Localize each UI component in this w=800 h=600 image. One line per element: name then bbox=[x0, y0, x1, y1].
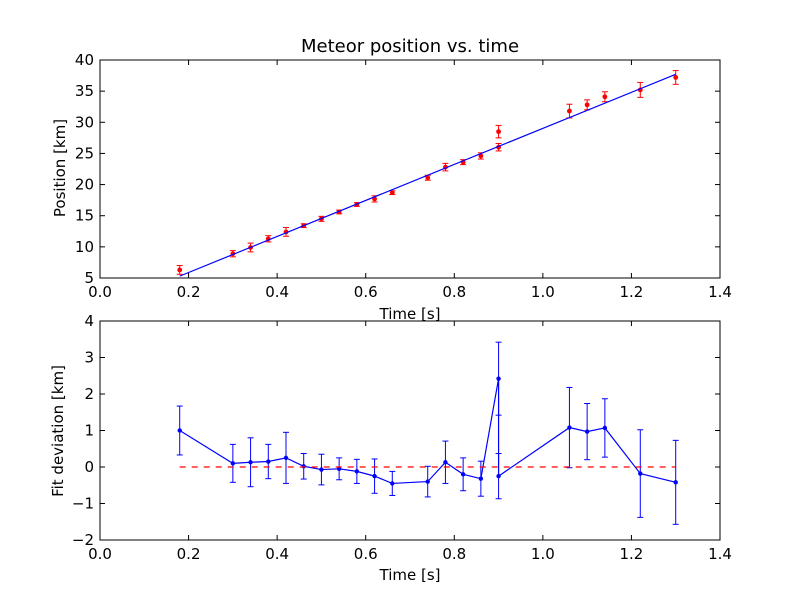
data-point bbox=[584, 429, 590, 434]
x-tick-label: 0.8 bbox=[442, 283, 466, 301]
y-tick-label: −2 bbox=[72, 531, 94, 549]
y-tick-label: 0 bbox=[84, 458, 94, 476]
data-point bbox=[567, 425, 572, 430]
deviation-chart: Time [s] Fit deviation [km] 0.0 0.2 0.4 0.6… bbox=[49, 312, 732, 584]
x-tick-label: 0.4 bbox=[265, 283, 289, 301]
data-point bbox=[390, 481, 395, 486]
data-point bbox=[496, 376, 501, 381]
position-chart: Meteor position vs. time Time [s] Positi… bbox=[51, 36, 732, 323]
y-tick-label: 10 bbox=[75, 238, 94, 256]
y-tick-label: 4 bbox=[84, 312, 94, 330]
data-point bbox=[266, 459, 271, 464]
fit-line bbox=[179, 73, 676, 277]
x-tick-label: 1.0 bbox=[531, 283, 555, 301]
data-point bbox=[230, 461, 236, 466]
data-point bbox=[425, 479, 430, 484]
data-point bbox=[248, 460, 253, 465]
data-point bbox=[319, 467, 324, 472]
y-tick-label: 15 bbox=[75, 207, 94, 225]
data-point bbox=[673, 75, 679, 80]
x-tick-label: 0.0 bbox=[88, 283, 112, 301]
data-point bbox=[336, 466, 342, 472]
x-tick-label: 0.4 bbox=[265, 545, 289, 563]
y-tick-label: 35 bbox=[75, 82, 94, 100]
data-point bbox=[496, 129, 501, 135]
data-point bbox=[443, 460, 448, 465]
data-point bbox=[584, 102, 590, 108]
y-tick-label: 1 bbox=[84, 422, 94, 440]
chart-title: Meteor position vs. time bbox=[301, 36, 519, 57]
data-point bbox=[372, 473, 377, 479]
deviation-line bbox=[179, 378, 676, 485]
data-point bbox=[638, 471, 643, 476]
y-tick-labels: −2 −1 0 1 2 3 4 bbox=[72, 312, 720, 549]
data-point bbox=[389, 190, 395, 196]
y-tick-label: 5 bbox=[84, 269, 94, 287]
y-tick-label: 20 bbox=[75, 176, 94, 194]
data-point bbox=[602, 94, 608, 100]
y-tick-label: 2 bbox=[84, 385, 94, 403]
data-point bbox=[602, 425, 608, 431]
x-tick-label: 0.8 bbox=[442, 545, 466, 563]
y-tick-label: 3 bbox=[84, 349, 94, 367]
x-tick-label: 0.6 bbox=[354, 545, 378, 563]
data-point bbox=[673, 480, 678, 485]
data-point bbox=[496, 473, 501, 479]
x-tick-labels: 0.0 0.2 0.4 0.6 0.8 1.0 1.2 1.4 bbox=[88, 321, 732, 563]
data-point bbox=[567, 108, 572, 114]
y-tick-label: −1 bbox=[72, 495, 94, 513]
y-tick-labels: 5 10 15 20 25 30 35 40 bbox=[75, 51, 720, 287]
plot-marks bbox=[176, 341, 679, 525]
x-tick-label: 1.0 bbox=[531, 545, 555, 563]
x-tick-labels: 0.0 0.2 0.4 0.6 0.8 1.0 1.2 1.4 bbox=[88, 60, 732, 301]
x-tick-label: 0.6 bbox=[354, 283, 378, 301]
plot-frame bbox=[99, 320, 721, 541]
data-point bbox=[354, 469, 360, 474]
y-tick-label: 30 bbox=[75, 113, 94, 131]
data-point bbox=[301, 464, 306, 469]
x-tick-label: 1.2 bbox=[619, 545, 643, 563]
plot-frame bbox=[99, 59, 721, 279]
data-point bbox=[460, 472, 466, 477]
data-point bbox=[478, 476, 484, 481]
y-axis-label: Position [km] bbox=[51, 119, 69, 217]
y-tick-label: 40 bbox=[75, 51, 94, 69]
x-tick-label: 1.4 bbox=[708, 283, 732, 301]
x-tick-label: 0.2 bbox=[177, 283, 201, 301]
x-axis-label: Time [s] bbox=[379, 305, 441, 323]
data-point bbox=[177, 428, 182, 433]
plot-marks bbox=[176, 70, 679, 277]
x-tick-label: 1.2 bbox=[619, 283, 643, 301]
y-axis-label: Fit deviation [km] bbox=[49, 365, 67, 497]
data-point bbox=[425, 175, 431, 181]
y-tick-label: 25 bbox=[75, 144, 94, 162]
data-point bbox=[177, 267, 183, 273]
x-tick-label: 0.0 bbox=[88, 545, 112, 563]
data-point bbox=[283, 455, 289, 461]
x-tick-label: 0.2 bbox=[177, 545, 201, 563]
x-tick-label: 1.4 bbox=[708, 545, 732, 563]
x-axis-label: Time [s] bbox=[379, 566, 441, 584]
